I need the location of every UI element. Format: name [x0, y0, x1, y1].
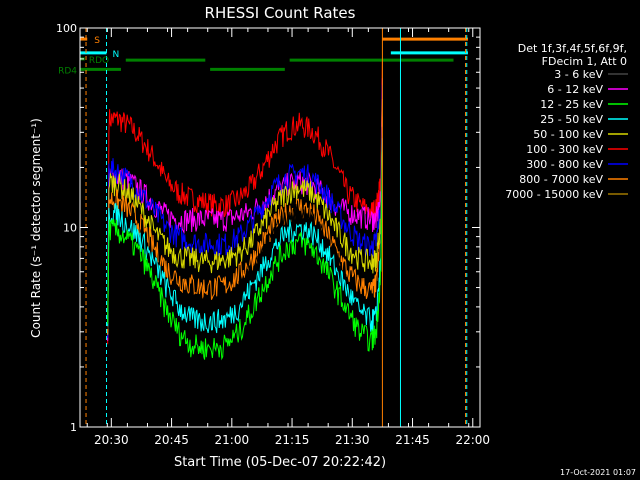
- legend-label: 6 - 12 keV: [547, 83, 603, 96]
- x-axis-label: Start Time (05-Dec-07 20:22:42): [174, 455, 386, 470]
- x-tick-label: 21:15: [275, 433, 310, 447]
- y-tick-label: 100: [56, 22, 77, 35]
- legend-label: 25 - 50 keV: [540, 113, 603, 126]
- series-line-7: [107, 151, 383, 361]
- flag-label-rd4: RD4: [58, 66, 77, 76]
- series-line-2: [107, 84, 383, 338]
- flag-label-s: S: [94, 36, 100, 46]
- legend-label: 3 - 6 keV: [554, 68, 603, 81]
- legend-label: 50 - 100 keV: [533, 128, 603, 141]
- x-tick-label: 20:45: [154, 433, 189, 447]
- series-line-4: [107, 116, 383, 332]
- series-line-6: [107, 138, 383, 334]
- legend-label: 7000 - 15000 keV: [505, 188, 603, 201]
- y-tick-label: 10: [63, 222, 77, 235]
- flag-label-n: N: [113, 50, 120, 60]
- legend-header: FDecim 1, Att 0: [542, 55, 627, 68]
- legend-label: 300 - 800 keV: [526, 158, 603, 171]
- series-line-3: [107, 99, 383, 335]
- chart-title: RHESSI Count Rates: [205, 4, 356, 22]
- legend-label: 12 - 25 keV: [540, 98, 603, 111]
- y-tick-label: 1: [70, 421, 77, 434]
- y-axis-label: Count Rate (s⁻¹ detector segment⁻¹): [29, 118, 43, 338]
- flag-label-rdo: RDO: [89, 56, 109, 66]
- x-tick-label: 20:30: [94, 433, 129, 447]
- x-tick-label: 21:45: [395, 433, 430, 447]
- x-tick-label: 21:00: [215, 433, 250, 447]
- x-tick-label: 22:00: [455, 433, 490, 447]
- footer-timestamp: 17-Oct-2021 01:07: [560, 468, 636, 477]
- x-tick-label: 21:30: [335, 433, 370, 447]
- series-line-0: [107, 58, 383, 345]
- axes: 1 10 100 20:30 20:45 21:00 21:15 21:30 21:45 22:0…: [56, 22, 490, 447]
- legend-label: 800 - 7000 keV: [519, 173, 603, 186]
- legend-label: 100 - 300 keV: [526, 143, 603, 156]
- legend: Det 1f,3f,4f,5f,6f,9f,FDecim 1, Att 03 -…: [505, 42, 628, 201]
- plot-area: S N RDO RD4: [58, 28, 468, 427]
- legend-header: Det 1f,3f,4f,5f,6f,9f,: [518, 42, 627, 55]
